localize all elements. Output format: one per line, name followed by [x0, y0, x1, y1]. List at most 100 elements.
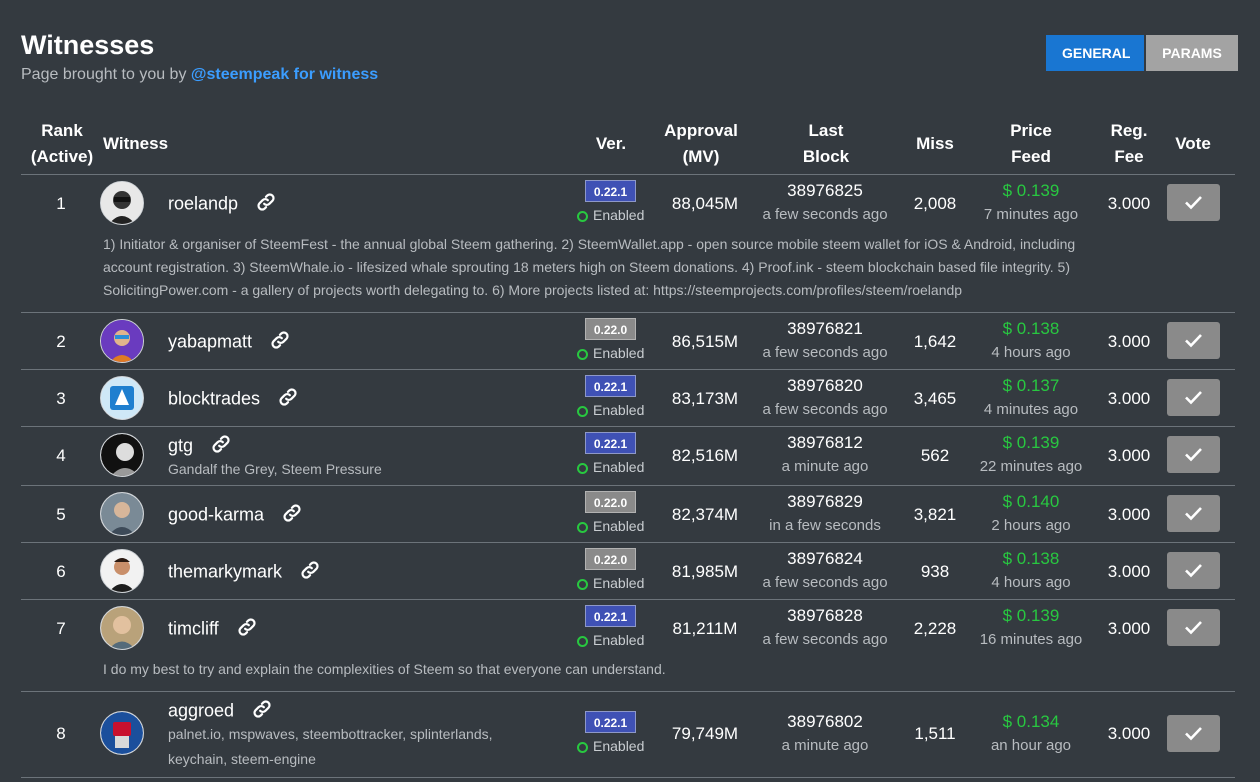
col-miss[interactable]: Miss: [916, 134, 954, 153]
vote-button[interactable]: [1167, 609, 1220, 646]
vote-button[interactable]: [1167, 322, 1220, 359]
col-approval-label: Approval: [664, 121, 738, 140]
status-enabled: Enabled: [577, 345, 644, 361]
col-approval-sublabel: (MV): [682, 147, 720, 166]
col-price-feed[interactable]: Price Feed: [996, 118, 1066, 170]
col-approval[interactable]: Approval (MV): [657, 118, 745, 170]
check-icon: [1185, 621, 1202, 635]
witness-name[interactable]: blocktrades: [168, 386, 299, 413]
approval-mv: 81,985M: [671, 562, 739, 581]
link-icon[interactable]: [277, 386, 299, 413]
witness-name[interactable]: themarkymark: [168, 559, 321, 586]
last-block: 38976825 a few seconds ago: [746, 181, 904, 223]
description-line: I do my best to try and explain the comp…: [103, 661, 666, 677]
vote-button[interactable]: [1167, 715, 1220, 752]
steempeak-vote-link[interactable]: @steempeak for witness: [190, 66, 379, 83]
witness-name-text: timcliff: [168, 618, 219, 639]
link-icon[interactable]: [255, 191, 277, 218]
avatar[interactable]: [100, 606, 144, 650]
avatar[interactable]: [100, 433, 144, 477]
witness-name-text: gtg: [168, 435, 194, 456]
table-row: 4 gtg Gandalf the Grey, Steem Pressure 0…: [21, 427, 1235, 486]
status-enabled: Enabled: [577, 518, 644, 534]
link-icon[interactable]: [269, 329, 291, 356]
status-label: Enabled: [593, 575, 645, 591]
witness-name-text: good-karma: [168, 504, 265, 525]
miss-count: 562: [920, 446, 950, 465]
vote-button[interactable]: [1167, 552, 1220, 589]
col-price-sublabel: Feed: [1011, 147, 1051, 166]
price-time: 16 minutes ago: [979, 631, 1083, 648]
link-icon[interactable]: [281, 502, 303, 529]
status-dot-icon: [577, 462, 588, 474]
avatar[interactable]: [100, 181, 144, 225]
witness-name[interactable]: good-karma: [168, 502, 303, 529]
col-version[interactable]: Ver.: [595, 134, 627, 153]
subtitle-prefix: Page brought to you by: [21, 66, 187, 83]
status-label: Enabled: [593, 459, 645, 475]
reg-fee: 3.000: [1107, 562, 1151, 581]
status-label: Enabled: [593, 345, 645, 361]
col-witness[interactable]: Witness: [103, 134, 169, 153]
miss-count: 1,642: [913, 332, 957, 351]
witness-subtitle: Gandalf the Grey, Steem Pressure: [168, 461, 382, 477]
status-label: Enabled: [593, 632, 645, 648]
status-dot-icon: [577, 210, 588, 222]
link-icon[interactable]: [210, 433, 232, 460]
table-row: 6 themarkymark 0.22.0 Enabled 81,985M 38…: [21, 543, 1235, 600]
avatar[interactable]: [100, 492, 144, 536]
status-dot-icon: [577, 348, 588, 360]
check-icon: [1185, 448, 1202, 462]
tab-params[interactable]: PARAMS: [1146, 35, 1238, 71]
rank: 7: [56, 619, 66, 638]
witness-name[interactable]: aggroed: [168, 698, 273, 725]
witness-name[interactable]: yabapmatt: [168, 329, 291, 356]
tab-general[interactable]: GENERAL: [1046, 35, 1144, 71]
col-fee-sublabel: Fee: [1114, 147, 1144, 166]
approval-mv: 82,374M: [671, 505, 739, 524]
avatar[interactable]: [100, 376, 144, 420]
check-icon: [1185, 196, 1202, 210]
link-icon[interactable]: [299, 559, 321, 586]
table-row: 8 aggroed palnet.io, mspwaves, steembott…: [21, 692, 1235, 778]
avatar[interactable]: [100, 549, 144, 593]
col-reg-fee[interactable]: Reg. Fee: [1103, 118, 1155, 170]
avatar[interactable]: [100, 319, 144, 363]
version-badge: 0.22.1: [585, 711, 636, 733]
miss-count: 2,008: [913, 194, 957, 213]
price-value: $ 0.138: [1002, 319, 1060, 338]
vote-button[interactable]: [1167, 495, 1220, 532]
status-dot-icon: [577, 578, 588, 590]
last-block: 38976812 a minute ago: [746, 433, 904, 475]
block-time: a few seconds ago: [762, 631, 888, 648]
reg-fee: 3.000: [1107, 619, 1151, 638]
block-number: 38976821: [787, 319, 863, 338]
block-number: 38976812: [787, 433, 863, 452]
price-feed: $ 0.139 22 minutes ago: [966, 433, 1096, 475]
price-feed: $ 0.134 an hour ago: [966, 712, 1096, 754]
witness-name[interactable]: gtg: [168, 433, 232, 460]
witness-name-text: aggroed: [168, 700, 235, 721]
witness-description: 1) Initiator & organiser of SteemFest - …: [103, 233, 1153, 302]
link-icon[interactable]: [236, 616, 258, 643]
avatar[interactable]: [100, 711, 144, 755]
col-last-block[interactable]: Last Block: [781, 118, 871, 170]
table-row: 7 timcliff 0.22.1 Enabled 81,211M 389768…: [21, 600, 1235, 692]
col-price-label: Price: [1010, 121, 1052, 140]
witness-description: I do my best to try and explain the comp…: [103, 658, 1153, 681]
witness-name[interactable]: timcliff: [168, 616, 258, 643]
price-feed: $ 0.138 4 hours ago: [966, 549, 1096, 591]
price-value: $ 0.137: [1002, 376, 1060, 395]
link-icon[interactable]: [251, 698, 273, 725]
col-rank[interactable]: Rank (Active): [21, 118, 103, 170]
vote-button[interactable]: [1167, 436, 1220, 473]
check-icon: [1185, 507, 1202, 521]
rank: 5: [56, 505, 66, 524]
witness-name[interactable]: roelandp: [168, 191, 277, 218]
witness-subtitle-line: keychain, steem-engine: [168, 751, 316, 767]
vote-button[interactable]: [1167, 379, 1220, 416]
version-badge: 0.22.1: [585, 432, 636, 454]
col-fee-label: Reg.: [1110, 121, 1148, 140]
price-value: $ 0.139: [1002, 181, 1060, 200]
vote-button[interactable]: [1167, 184, 1220, 221]
